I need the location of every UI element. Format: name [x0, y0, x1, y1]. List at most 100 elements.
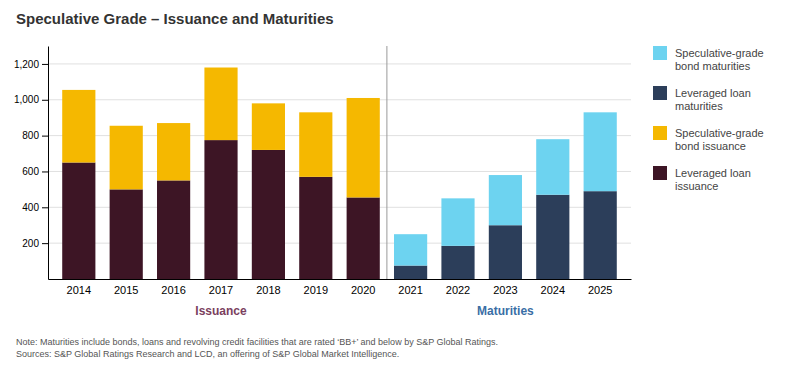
tick: 2016 — [161, 279, 185, 296]
tick: 2014 — [67, 279, 91, 296]
legend: Speculative-grade bond maturities Leverag… — [653, 46, 767, 192]
tick-label: 600 — [22, 166, 39, 177]
tick-label: 2025 — [588, 284, 612, 296]
bar — [347, 197, 380, 279]
legend-swatch — [653, 166, 667, 180]
tick-mark — [42, 207, 48, 208]
tick: 600 — [22, 166, 48, 177]
bar — [489, 225, 522, 279]
bar — [441, 198, 474, 245]
tick: 1,200 — [14, 59, 48, 70]
tick-label: 1,200 — [14, 59, 39, 70]
tick-mark — [42, 136, 48, 137]
legend-label: Speculative-grade bond issuance — [675, 127, 767, 152]
grid-line — [48, 99, 631, 100]
legend-item: Leveraged loan issuance — [653, 166, 754, 192]
legend-label: Leveraged loan maturities — [675, 87, 754, 112]
legend-item: Speculative-grade bond maturities — [653, 46, 767, 72]
bar — [204, 140, 237, 279]
title: Speculative Grade – Issuance and Maturit… — [16, 10, 334, 27]
bar — [62, 90, 95, 163]
bar — [110, 189, 143, 279]
tick-label: 2022 — [446, 284, 470, 296]
plot: 2004006008001,0001,200201420152016201720… — [14, 46, 632, 318]
bar — [252, 103, 285, 150]
tick-label: 2018 — [256, 284, 280, 296]
tick-label: 2021 — [398, 284, 422, 296]
bar — [536, 139, 569, 195]
chart: Speculative Grade – Issuance and Maturit… — [0, 0, 806, 369]
tick: 2021 — [398, 279, 422, 296]
tick-label: 400 — [22, 202, 39, 213]
tick: 1,000 — [14, 94, 48, 105]
tick: 800 — [22, 130, 48, 141]
bar — [62, 163, 95, 280]
tick: 2023 — [493, 279, 517, 296]
bar — [299, 177, 332, 279]
legend-label-line: maturities — [675, 100, 723, 112]
bar — [204, 68, 237, 141]
tick-mark — [42, 243, 48, 244]
group-label: Maturities — [477, 304, 534, 318]
tick-label: 2023 — [493, 284, 517, 296]
tick: 2025 — [588, 279, 612, 296]
bar — [441, 246, 474, 279]
bar — [157, 180, 190, 279]
legend-label-line: issuance — [675, 180, 718, 192]
tick: 2020 — [351, 279, 375, 296]
bar — [252, 150, 285, 279]
legend-label-line: Speculative-grade — [675, 47, 767, 59]
group-label: Issuance — [195, 304, 247, 318]
tick: 2019 — [304, 279, 328, 296]
bar — [299, 112, 332, 177]
tick: 2024 — [541, 279, 565, 296]
tick-label: 2014 — [67, 284, 91, 296]
tick: 400 — [22, 202, 48, 213]
axis-line — [49, 279, 632, 280]
series — [394, 112, 617, 265]
bar — [536, 195, 569, 279]
tick-mark — [42, 64, 48, 65]
tick: 2015 — [114, 279, 138, 296]
legend-swatch — [653, 86, 667, 100]
bars — [62, 68, 617, 279]
x-axis: 2014 2015 2016 2017 2018 2019 2020 2021 2022 2023… — [49, 279, 632, 296]
tick-label: 2016 — [161, 284, 185, 296]
note: Note: Maturities include bonds, loans an… — [16, 337, 501, 359]
note-line: Note: Maturities include bonds, loans an… — [16, 337, 501, 347]
tick-label: 2024 — [541, 284, 565, 296]
tick-label: 2015 — [114, 284, 138, 296]
y-axis: 200 400 600 800 1,000 1,200 — [14, 47, 49, 280]
tick-label: 800 — [22, 130, 39, 141]
bar — [489, 175, 522, 225]
note-line: Sources: S&P Global Ratings Research and… — [16, 349, 399, 359]
legend-label-line: Speculative-grade — [675, 127, 767, 139]
legend-swatch — [653, 126, 667, 140]
grid-line — [48, 63, 631, 64]
tick-label: 2020 — [351, 284, 375, 296]
bar — [584, 191, 617, 279]
tick: 200 — [22, 238, 48, 249]
tick-label: 2017 — [209, 284, 233, 296]
legend-label-line: Leveraged loan — [675, 87, 754, 99]
bar — [394, 234, 427, 265]
legend-swatch — [653, 46, 667, 60]
axis-line — [48, 47, 49, 280]
series — [62, 68, 380, 198]
legend-item: Speculative-grade bond issuance — [653, 126, 767, 152]
tick-mark — [42, 171, 48, 172]
bar — [394, 266, 427, 279]
legend-label: Leveraged loan issuance — [675, 167, 754, 192]
tick: 2018 — [256, 279, 280, 296]
tick-label: 1,000 — [14, 94, 39, 105]
bar — [157, 123, 190, 180]
bar — [584, 112, 617, 191]
legend-label-line: Leveraged loan — [675, 167, 754, 179]
legend-item: Leveraged loan maturities — [653, 86, 754, 112]
tick: 2022 — [446, 279, 470, 296]
tick-label: 2019 — [304, 284, 328, 296]
legend-label: Speculative-grade bond maturities — [675, 47, 767, 72]
group-divider — [386, 46, 387, 279]
legend-label-line: bond maturities — [675, 60, 751, 72]
bar — [347, 98, 380, 197]
